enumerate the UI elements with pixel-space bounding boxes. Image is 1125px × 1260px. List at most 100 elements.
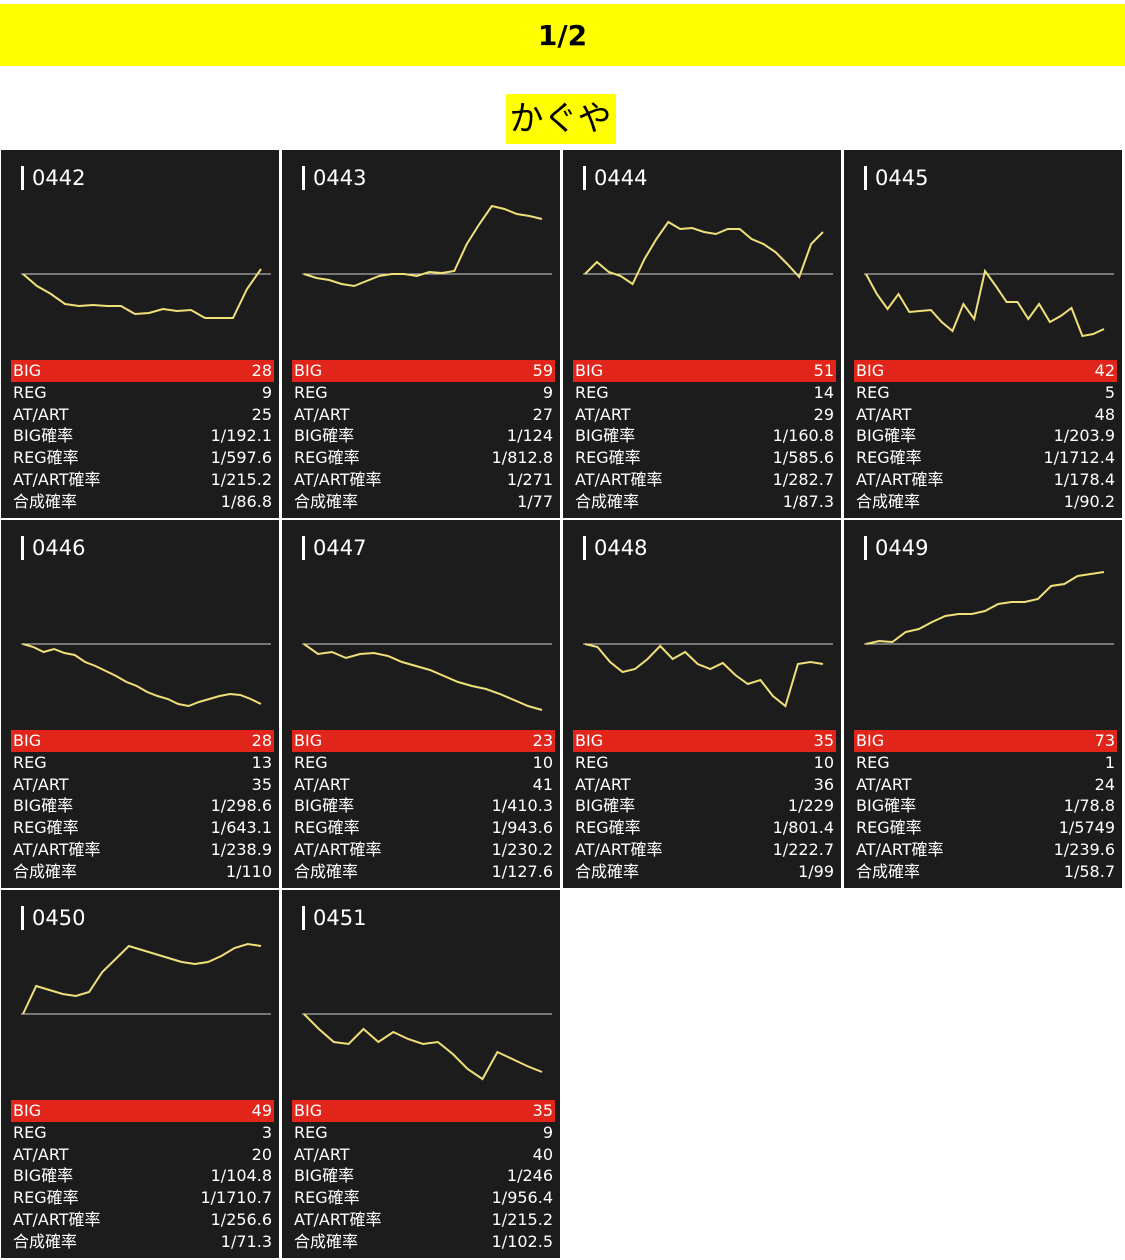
stat-label: REG (13, 752, 47, 772)
stat-label: BIG確率 (575, 426, 636, 446)
stat-label: BIG (294, 731, 323, 750)
stat-row-at-rate: AT/ART確率 1/282.7 (573, 469, 836, 491)
stat-value: 1/5749 (1058, 818, 1115, 838)
stats-table: BIG 59 REG 9 AT/ART 27 BIG確率 1/124 REG確率 1/812.8 A… (292, 360, 555, 513)
stat-row-at: AT/ART 36 (573, 774, 836, 796)
stat-value: 1/271 (506, 469, 553, 489)
stat-value: 51 (813, 361, 834, 380)
stat-label: BIG (575, 361, 604, 380)
stat-row-big: BIG 42 (854, 360, 1117, 382)
stat-label: 合成確率 (856, 861, 921, 881)
stat-value: 1/58.7 (1063, 861, 1115, 881)
slump-graph (21, 942, 271, 1015)
slump-graph (302, 643, 552, 711)
stat-row-at-rate: AT/ART確率 1/215.2 (11, 469, 274, 491)
stat-value: 1/230.2 (491, 839, 553, 859)
machine-card[interactable]: 0444 BIG 51 REG 14 AT/ART 29 BIG確率 1/160.8 REG確率 1… (562, 149, 842, 519)
slump-graph (583, 220, 833, 286)
machine-card[interactable]: 0446 BIG 28 REG 13 AT/ART 35 BIG確率 1/298.6 REG確率 1… (0, 519, 280, 889)
stat-value: 59 (532, 361, 553, 380)
stat-row-big: BIG 51 (573, 360, 836, 382)
stat-label: AT/ART (294, 774, 350, 794)
stat-value: 1/78.8 (1063, 796, 1115, 816)
graph-line (303, 204, 543, 288)
stats-table: BIG 28 REG 9 AT/ART 25 BIG確率 1/192.1 REG確率 1/597.… (11, 360, 274, 513)
machine-card[interactable]: 0448 BIG 35 REG 10 AT/ART 36 BIG確率 1/229 REG確率 1/8… (562, 519, 842, 889)
stat-label: 合成確率 (294, 1231, 359, 1251)
machine-card[interactable]: 0450 BIG 49 REG 3 AT/ART 20 BIG確率 1/104.8 REG確率 1/… (0, 889, 280, 1259)
stat-value: 35 (532, 1101, 553, 1120)
stat-row-reg-rate: REG確率 1/1712.4 (854, 447, 1117, 469)
stat-label: AT/ART確率 (13, 839, 101, 859)
stat-row-reg: REG 10 (573, 752, 836, 774)
stat-label: AT/ART (856, 404, 912, 424)
stat-value: 35 (251, 774, 272, 794)
graph-line (865, 268, 1105, 338)
machine-card[interactable]: 0445 BIG 42 REG 5 AT/ART 48 BIG確率 1/203.9 REG確率 1/… (843, 149, 1123, 519)
stat-value: 1/943.6 (491, 818, 553, 838)
stat-label: REG確率 (294, 818, 360, 838)
stat-value: 42 (1094, 361, 1115, 380)
stat-row-big: BIG 35 (292, 1100, 555, 1122)
stat-value: 14 (813, 382, 834, 402)
stat-value: 10 (532, 752, 553, 772)
stat-value: 1/956.4 (491, 1188, 553, 1208)
graph-line (303, 1013, 543, 1081)
machine-card[interactable]: 0442 BIG 28 REG 9 AT/ART 25 BIG確率 1/192.1 REG確率 1/… (0, 149, 280, 519)
stat-label: BIG (13, 731, 42, 750)
stat-row-reg-rate: REG確率 1/5749 (854, 817, 1117, 839)
machine-number: 0451 (302, 906, 366, 930)
page-title: 1/2 (537, 18, 588, 52)
stat-label: AT/ART (575, 404, 631, 424)
stat-label: BIG (856, 361, 885, 380)
stat-value: 1/124 (506, 426, 553, 446)
graph-line (22, 942, 262, 1015)
machine-number: 0448 (583, 536, 647, 560)
stat-row-at: AT/ART 29 (573, 404, 836, 426)
stat-value: 1/86.8 (220, 491, 272, 511)
stat-row-at-rate: AT/ART確率 1/238.9 (11, 839, 274, 861)
stat-label: 合成確率 (13, 861, 78, 881)
stat-row-reg-rate: REG確率 1/1710.7 (11, 1187, 274, 1209)
stat-label: AT/ART確率 (856, 469, 944, 489)
stat-row-total-rate: 合成確率 1/58.7 (854, 861, 1117, 883)
stat-value: 1/298.6 (210, 796, 272, 816)
stat-row-total-rate: 合成確率 1/102.5 (292, 1231, 555, 1253)
store-heading: かぐや (0, 94, 1125, 144)
stat-row-at-rate: AT/ART確率 1/256.6 (11, 1209, 274, 1231)
stat-label: BIG (856, 731, 885, 750)
stat-value: 13 (251, 752, 272, 772)
stat-value: 9 (542, 382, 553, 402)
stat-row-reg-rate: REG確率 1/956.4 (292, 1187, 555, 1209)
stat-value: 1/127.6 (491, 861, 553, 881)
stat-row-reg: REG 9 (292, 1122, 555, 1144)
slump-graph (21, 643, 271, 708)
stat-row-reg: REG 1 (854, 752, 1117, 774)
machine-card[interactable]: 0447 BIG 23 REG 10 AT/ART 41 BIG確率 1/410.3 REG確率 1… (281, 519, 561, 889)
machine-card[interactable]: 0449 BIG 73 REG 1 AT/ART 24 BIG確率 1/78.8 REG確率 1/5… (843, 519, 1123, 889)
machine-card[interactable]: 0451 BIG 35 REG 9 AT/ART 40 BIG確率 1/246 REG確率 1/95… (281, 889, 561, 1259)
stat-label: 合成確率 (294, 861, 359, 881)
stat-row-big: BIG 49 (11, 1100, 274, 1122)
machine-card[interactable]: 0443 BIG 59 REG 9 AT/ART 27 BIG確率 1/124 REG確率 1/81… (281, 149, 561, 519)
stat-row-total-rate: 合成確率 1/86.8 (11, 491, 274, 513)
stat-value: 1/77 (517, 491, 553, 511)
stat-label: BIG (294, 1101, 323, 1120)
stat-row-at: AT/ART 48 (854, 404, 1117, 426)
stat-row-total-rate: 合成確率 1/127.6 (292, 861, 555, 883)
stat-label: AT/ART (294, 404, 350, 424)
stat-value: 28 (251, 731, 272, 750)
stat-value: 49 (251, 1101, 272, 1120)
stat-label: 合成確率 (294, 491, 359, 511)
stat-row-at-rate: AT/ART確率 1/239.6 (854, 839, 1117, 861)
stat-value: 1/99 (798, 861, 834, 881)
stat-value: 1/1710.7 (200, 1188, 272, 1208)
stat-row-total-rate: 合成確率 1/87.3 (573, 491, 836, 513)
stat-value: 9 (542, 1122, 553, 1142)
stat-row-at-rate: AT/ART確率 1/215.2 (292, 1209, 555, 1231)
stat-row-big-rate: BIG確率 1/410.3 (292, 795, 555, 817)
stat-row-reg-rate: REG確率 1/812.8 (292, 447, 555, 469)
stat-label: BIG (13, 361, 42, 380)
stat-row-total-rate: 合成確率 1/90.2 (854, 491, 1117, 513)
stats-table: BIG 35 REG 10 AT/ART 36 BIG確率 1/229 REG確率 1/801.4… (573, 730, 836, 883)
